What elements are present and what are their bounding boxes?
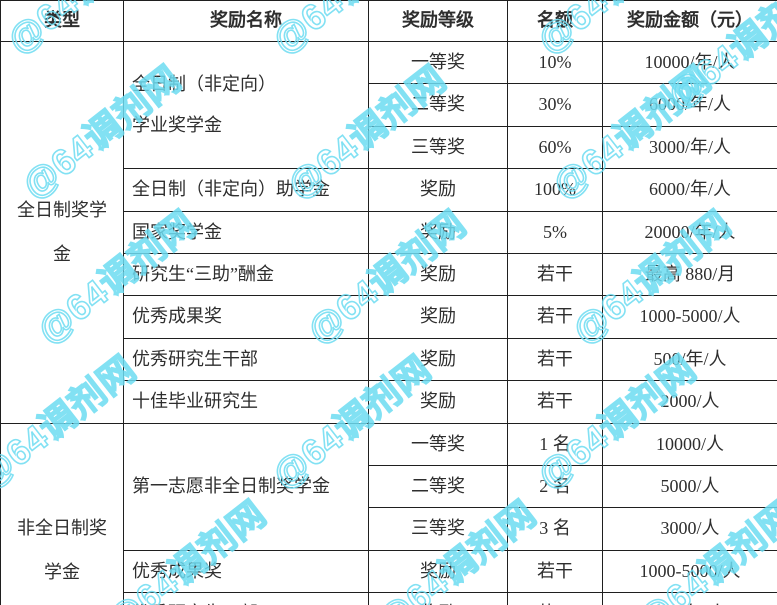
amount-cell: 5000/人 bbox=[602, 464, 777, 509]
quota-cell: 1 名 bbox=[507, 422, 603, 466]
header-cell-amount: 奖励金额（元） bbox=[602, 0, 777, 42]
table-row: 三等奖 60% 3000/年/人 bbox=[1, 125, 777, 170]
award-level-cell: 三等奖 bbox=[368, 507, 508, 551]
quota-cell: 10% bbox=[507, 40, 603, 85]
type-label: 全日制奖学金 bbox=[17, 200, 107, 265]
award-level-cell: 奖励 bbox=[368, 592, 508, 605]
award-name-cell: 第一志愿非全日制奖学金 bbox=[123, 422, 369, 551]
amount-cell: 500/年/人 bbox=[602, 592, 777, 605]
quota-cell: 2 名 bbox=[507, 464, 603, 509]
amount-cell: 1000-5000/人 bbox=[602, 549, 777, 594]
quota-cell: 若干 bbox=[507, 337, 603, 382]
quota-cell: 若干 bbox=[507, 380, 603, 424]
table-row: 非全日制奖学金 第一志愿非全日制奖学金 一等奖 1 名 10000/人 bbox=[0, 422, 777, 605]
award-level-cell: 奖励 bbox=[368, 168, 508, 212]
header-row: 类型 奖励名称 奖励等级 名额 奖励金额（元） bbox=[0, 0, 777, 42]
award-name-cell: 优秀研究生干部 bbox=[123, 592, 369, 605]
table-header: 类型 奖励名称 奖励等级 名额 奖励金额（元） bbox=[0, 0, 777, 42]
table-body: 全日制奖学金 全日制（非定向） 学业奖学金 一等奖 10% 10000/年/人 二等奖 30… bbox=[0, 40, 777, 605]
amount-cell: 2000/人 bbox=[602, 380, 777, 424]
table-row: 十佳毕业研究生 奖励 若干 2000/人 bbox=[1, 380, 777, 424]
award-level-cell: 奖励 bbox=[368, 295, 508, 339]
quota-cell: 30% bbox=[507, 83, 603, 127]
award-level-cell: 二等奖 bbox=[368, 83, 508, 127]
amount-cell: 6000/年/人 bbox=[602, 168, 777, 212]
type-label: 非全日制奖学金 bbox=[17, 518, 107, 583]
quota-cell: 若干 bbox=[507, 295, 603, 339]
amount-cell: 最高 880/月 bbox=[602, 252, 777, 297]
amount-cell: 1000-5000/人 bbox=[602, 295, 777, 339]
amount-cell: 3000/人 bbox=[602, 507, 777, 551]
header-cell-quota: 名额 bbox=[507, 0, 603, 42]
award-name-cell: 优秀研究生干部 bbox=[123, 337, 369, 382]
award-level-cell: 奖励 bbox=[368, 380, 508, 424]
award-name-cell: 全日制（非定向）助学金 bbox=[123, 168, 369, 212]
amount-cell: 20000/年/人 bbox=[602, 210, 777, 254]
award-level-cell: 奖励 bbox=[368, 549, 508, 594]
award-level-cell: 一等奖 bbox=[368, 40, 508, 85]
table-row: 研究生“三助”酬金 奖励 若干 最高 880/月 bbox=[1, 252, 777, 297]
quota-cell: 60% bbox=[507, 125, 603, 170]
award-level-cell: 奖励 bbox=[368, 337, 508, 382]
quota-cell: 若干 bbox=[507, 592, 603, 605]
table-row: 国家奖学金 奖励 5% 20000/年/人 bbox=[1, 210, 777, 254]
quota-cell: 3 名 bbox=[507, 507, 603, 551]
header-cell-type: 类型 bbox=[0, 0, 124, 42]
table-row: 全日制（非定向）助学金 奖励 100% 6000/年/人 bbox=[1, 168, 777, 212]
header-cell-award-level: 奖励等级 bbox=[368, 0, 508, 42]
amount-cell: 6000/年/人 bbox=[602, 83, 777, 127]
award-name-cell: 十佳毕业研究生 bbox=[123, 380, 369, 424]
award-level-cell: 一等奖 bbox=[368, 422, 508, 466]
quota-cell: 若干 bbox=[507, 252, 603, 297]
award-level-cell: 奖励 bbox=[368, 252, 508, 297]
amount-cell: 500/年/人 bbox=[602, 337, 777, 382]
award-level-cell: 三等奖 bbox=[368, 125, 508, 170]
amount-cell: 10000/人 bbox=[602, 422, 777, 466]
table-row: 优秀成果奖 奖励 若干 1000-5000/人 bbox=[1, 295, 777, 339]
award-level-cell: 奖励 bbox=[368, 210, 508, 254]
award-name-cell: 研究生“三助”酬金 bbox=[123, 252, 369, 297]
amount-cell: 10000/年/人 bbox=[602, 40, 777, 85]
quota-cell: 5% bbox=[507, 210, 603, 254]
type-cell: 非全日制奖学金 bbox=[0, 422, 124, 605]
header-cell-award-name: 奖励名称 bbox=[123, 0, 369, 42]
award-name-cell: 优秀成果奖 bbox=[123, 295, 369, 339]
award-name-cell: 全日制（非定向） 学业奖学金 bbox=[123, 40, 369, 170]
award-name-cell: 国家奖学金 bbox=[123, 210, 369, 254]
quota-cell: 100% bbox=[507, 168, 603, 212]
table-row: 二等奖 2 名 5000/人 bbox=[1, 464, 777, 509]
amount-cell: 3000/年/人 bbox=[602, 125, 777, 170]
type-cell: 全日制奖学金 bbox=[0, 41, 124, 424]
quota-cell: 若干 bbox=[507, 549, 603, 594]
table-row: 三等奖 3 名 3000/人 bbox=[1, 507, 777, 551]
award-level-cell: 二等奖 bbox=[368, 464, 508, 509]
award-name-cell: 优秀成果奖 bbox=[123, 549, 369, 594]
table-row: 全日制奖学金 全日制（非定向） 学业奖学金 一等奖 10% 10000/年/人 bbox=[0, 40, 777, 424]
